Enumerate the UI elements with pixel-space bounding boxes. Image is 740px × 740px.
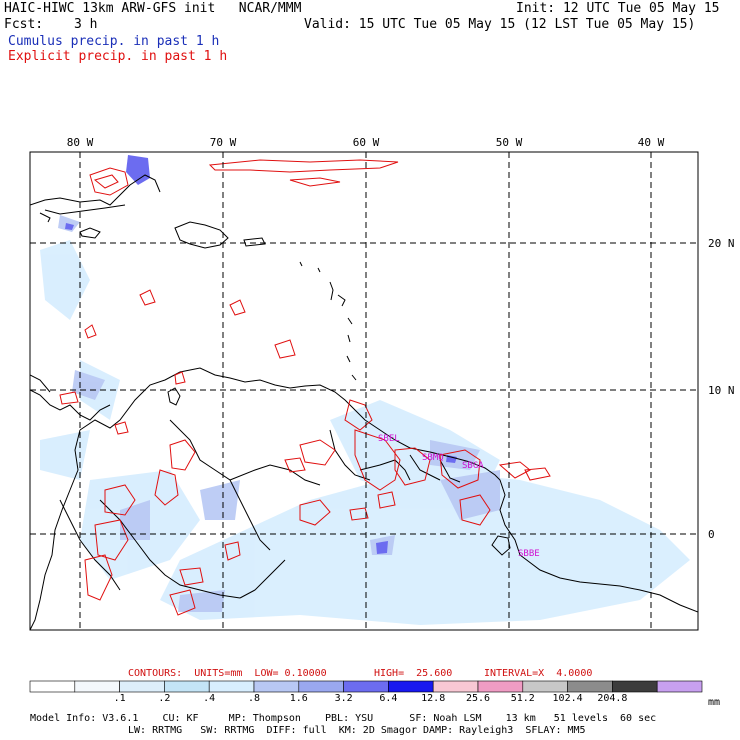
colorbar-tick-label: .1	[113, 693, 126, 704]
colorbar-tick-label: 12.8	[421, 693, 446, 704]
lon-label: 80 W	[67, 136, 94, 149]
colorbar-tick-label: 51.2	[510, 693, 535, 704]
colorbar-swatch	[567, 680, 613, 693]
lon-label: 40 W	[638, 136, 665, 149]
forecast-label: Fcst:	[4, 17, 44, 32]
model-info-line1: Model Info: V3.6.1 CU: KF MP: Thompson P…	[30, 713, 657, 724]
station-label: SBGA	[462, 461, 484, 471]
contour-high: HIGH= 25.600	[374, 668, 453, 679]
colorbar-tick-label: 102.4	[552, 693, 583, 704]
station-label: SBBE	[518, 549, 540, 559]
colorbar-swatch	[74, 680, 120, 693]
legend-explicit: Explicit precip. in past 1 h	[8, 49, 228, 64]
colorbar-swatch	[343, 680, 389, 693]
station-label: SBMQ	[422, 453, 444, 463]
colorbar-swatch	[432, 680, 479, 693]
colorbar-tick-label: .2	[158, 693, 171, 704]
contour-units: CONTOURS: UNITS=mm LOW= 0.10000	[128, 668, 327, 679]
colorbar-swatch	[208, 680, 255, 693]
colorbar-swatch	[29, 680, 76, 693]
lat-label: 20 N	[708, 237, 735, 250]
valid-time: Valid: 15 UTC Tue 05 May 15 (12 LST Tue …	[304, 17, 696, 32]
colorbar-swatch	[253, 680, 300, 693]
lat-label: 10 N	[708, 384, 735, 397]
colorbar-swatch	[119, 680, 165, 693]
colorbar-tick-label: 25.6	[465, 693, 491, 704]
init-time: Init: 12 UTC Tue 05 May 15	[516, 1, 720, 16]
lon-label: 70 W	[210, 136, 237, 149]
colorbar-tick-label: 1.6	[289, 693, 308, 704]
colorbar-swatch	[388, 680, 434, 693]
lon-label: 50 W	[496, 136, 523, 149]
lat-label: 0	[708, 528, 715, 541]
cumulus-precip-strong	[65, 155, 457, 554]
colorbar-tick-label: 6.4	[379, 693, 398, 704]
colorbar-swatch	[612, 680, 658, 693]
cumulus-precip-moderate	[58, 215, 500, 612]
colorbar-swatch	[298, 680, 344, 693]
forecast-hours: 3 h	[74, 17, 98, 32]
model-info-line2: LW: RRTMG SW: RRTMG DIFF: full KM: 2D Sm…	[128, 725, 586, 736]
colorbar-swatch	[656, 680, 703, 693]
graticule	[30, 152, 698, 630]
colorbar-swatch	[477, 680, 524, 693]
legend-cumulus: Cumulus precip. in past 1 h	[8, 34, 220, 49]
map-title: HAIC-HIWC 13km ARW-GFS init NCAR/MMM	[4, 1, 302, 16]
colorbar-swatch	[164, 680, 210, 693]
station-label: SBEL	[378, 434, 400, 444]
colorbar-tick-label: 3.2	[334, 693, 353, 704]
colorbar-tick-label: .4	[203, 693, 216, 704]
lon-label: 60 W	[353, 136, 380, 149]
map-frame	[29, 151, 699, 631]
colorbar-unit: mm	[708, 697, 721, 708]
contour-interval: INTERVAL=X 4.0000	[484, 668, 593, 679]
colorbar-tick-label: 204.8	[597, 693, 628, 704]
colorbar-tick-label: .8	[247, 693, 261, 704]
colorbar-swatch	[522, 680, 568, 693]
